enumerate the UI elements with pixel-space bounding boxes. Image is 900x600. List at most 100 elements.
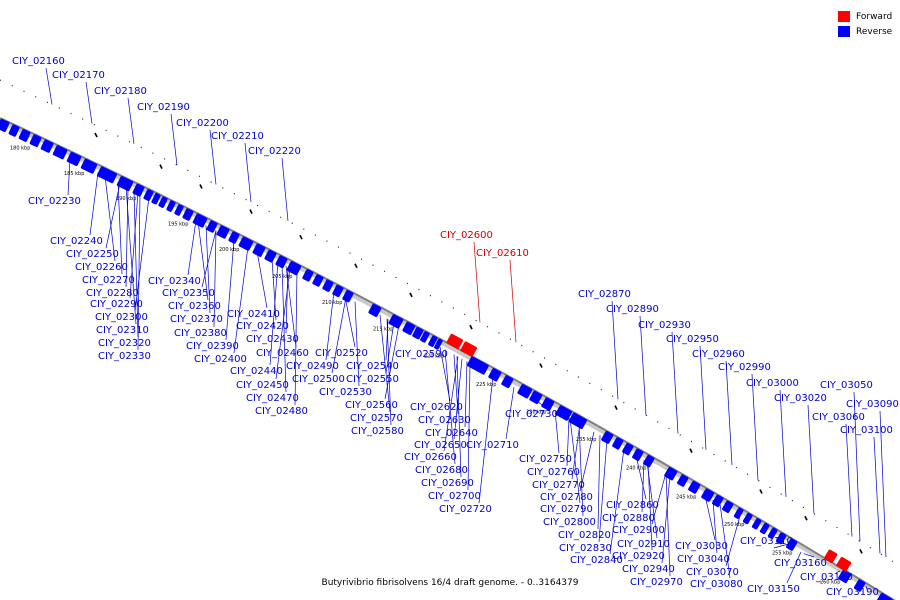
reverse-gene-box — [275, 255, 288, 269]
gene-leader-line — [478, 375, 494, 504]
gene-label-ciy-02830: CIY_02830 — [559, 543, 612, 554]
gene-leader-line — [285, 265, 297, 348]
gene-label-ciy-02940: CIY_02940 — [622, 564, 675, 575]
gene-leader-line — [344, 296, 356, 348]
gene-leader-line — [725, 515, 741, 567]
gene-leader-line — [453, 358, 463, 440]
gene-leader-line — [117, 182, 123, 275]
gene-label-ciy-02860: CIY_02860 — [606, 500, 659, 511]
gene-leader-line — [271, 258, 277, 321]
reverse-gene-box — [751, 518, 762, 530]
reverse-gene-box — [601, 430, 614, 444]
forward-gene-box — [446, 333, 464, 350]
track-tick — [859, 549, 863, 554]
gene-label-ciy-02680: CIY_02680 — [415, 465, 468, 476]
gene-leader-line — [779, 389, 787, 497]
gene-label-ciy-02450: CIY_02450 — [236, 380, 289, 391]
reverse-gene-box — [412, 326, 424, 340]
gene-leader-line — [456, 356, 462, 478]
gene-label-ciy-02220: CIY_02220 — [248, 146, 301, 157]
gene-leader-line — [439, 346, 451, 402]
gene-label-ciy-02210: CIY_02210 — [211, 131, 264, 142]
gene-label-ciy-02530: CIY_02530 — [319, 387, 372, 398]
gene-label-ciy-03100: CIY_03100 — [840, 425, 893, 436]
scale-label: 255 kbp — [772, 551, 792, 557]
reverse-gene-box — [677, 474, 689, 487]
gene-leader-line — [807, 404, 815, 514]
gene-leader-line — [205, 225, 211, 314]
reverse-gene-box — [158, 196, 168, 208]
gene-leader-line — [125, 186, 129, 288]
reverse-gene-box — [742, 512, 753, 525]
scale-label: 225 kbp — [476, 382, 496, 388]
reverse-gene-box — [116, 176, 134, 192]
gene-leader-line — [134, 197, 150, 312]
track-tick — [409, 292, 413, 298]
track-tick — [299, 234, 303, 240]
gene-label-ciy-02360: CIY_02360 — [168, 301, 221, 312]
gene-label-ciy-02290: CIY_02290 — [90, 299, 143, 310]
gene-leader-line — [554, 409, 560, 454]
reverse-gene-box — [192, 213, 208, 228]
legend-item-forward: Forward — [838, 9, 892, 24]
reverse-gene-box — [40, 139, 54, 153]
gene-label-ciy-02480: CIY_02480 — [255, 406, 308, 417]
gene-label-ciy-02370: CIY_02370 — [170, 314, 223, 325]
gene-label-ciy-02930: CIY_02930 — [638, 320, 691, 331]
gene-label-ciy-02760: CIY_02760 — [527, 467, 580, 478]
gene-leader-line — [209, 129, 217, 185]
reverse-gene-box — [612, 437, 624, 450]
gene-label-ciy-02730: CIY_02730 — [505, 409, 558, 420]
scale-label: 245 kbp — [676, 494, 696, 500]
gene-leader-line — [379, 314, 391, 413]
gene-leader-line — [281, 263, 287, 393]
gene-label-ciy-03190: CIY_03190 — [826, 587, 879, 598]
gene-label-ciy-03150: CIY_03150 — [747, 584, 800, 595]
reverse-gene-box — [264, 249, 277, 263]
gene-label-ciy-02160: CIY_02160 — [12, 56, 65, 67]
gene-leader-line — [464, 361, 468, 428]
reverse-gene-box — [368, 303, 382, 317]
gene-leader-line — [873, 436, 881, 554]
reverse-gene-box — [643, 454, 655, 468]
forward-swatch — [838, 11, 850, 22]
gene-label-ciy-02300: CIY_02300 — [95, 312, 148, 323]
gene-label-ciy-03080: CIY_03080 — [690, 579, 743, 590]
gene-leader-line — [751, 373, 759, 481]
gene-leader-line — [719, 503, 731, 579]
gene-label-ciy-02420: CIY_02420 — [236, 321, 289, 332]
gene-label-ciy-02710: CIY_02710 — [466, 440, 519, 451]
scale-label: 195 kbp — [168, 222, 188, 228]
gene-label-ciy-02330: CIY_02330 — [98, 351, 151, 362]
gene-leader-line — [566, 417, 570, 467]
gene-label-ciy-02460: CIY_02460 — [256, 348, 309, 359]
gene-label-ciy-02390: CIY_02390 — [186, 341, 239, 352]
gene-leader-line — [571, 423, 581, 480]
reverse-gene-box — [151, 192, 161, 205]
gene-leader-line — [275, 267, 291, 380]
gene-leader-line — [354, 301, 360, 387]
gene-leader-line — [786, 551, 802, 584]
scale-label: 180 kbp — [10, 145, 30, 151]
gene-leader-line — [725, 360, 733, 466]
gene-leader-line — [611, 300, 619, 400]
gene-leader-line — [386, 318, 392, 426]
reverse-gene-box — [402, 321, 416, 336]
gene-label-ciy-02870: CIY_02870 — [578, 289, 631, 300]
track-tick — [159, 164, 163, 170]
gene-label-ciy-02610: CIY_02610 — [476, 248, 529, 259]
reverse-gene-box — [302, 269, 314, 282]
reverse-gene-box — [206, 220, 218, 233]
reverse-gene-box — [555, 405, 573, 421]
gene-label-ciy-03170: CIY_03170 — [800, 572, 853, 583]
gene-leader-line — [434, 345, 438, 349]
gene-label-ciy-02520: CIY_02520 — [315, 348, 368, 359]
forward-gene-box — [460, 341, 478, 357]
gene-label-ciy-02580: CIY_02580 — [351, 426, 404, 437]
gene-leader-line — [635, 455, 647, 500]
track-tick — [804, 515, 808, 521]
reverse-gene-box — [838, 569, 852, 584]
gene-leader-line — [244, 142, 252, 203]
gene-label-ciy-02880: CIY_02880 — [602, 513, 655, 524]
